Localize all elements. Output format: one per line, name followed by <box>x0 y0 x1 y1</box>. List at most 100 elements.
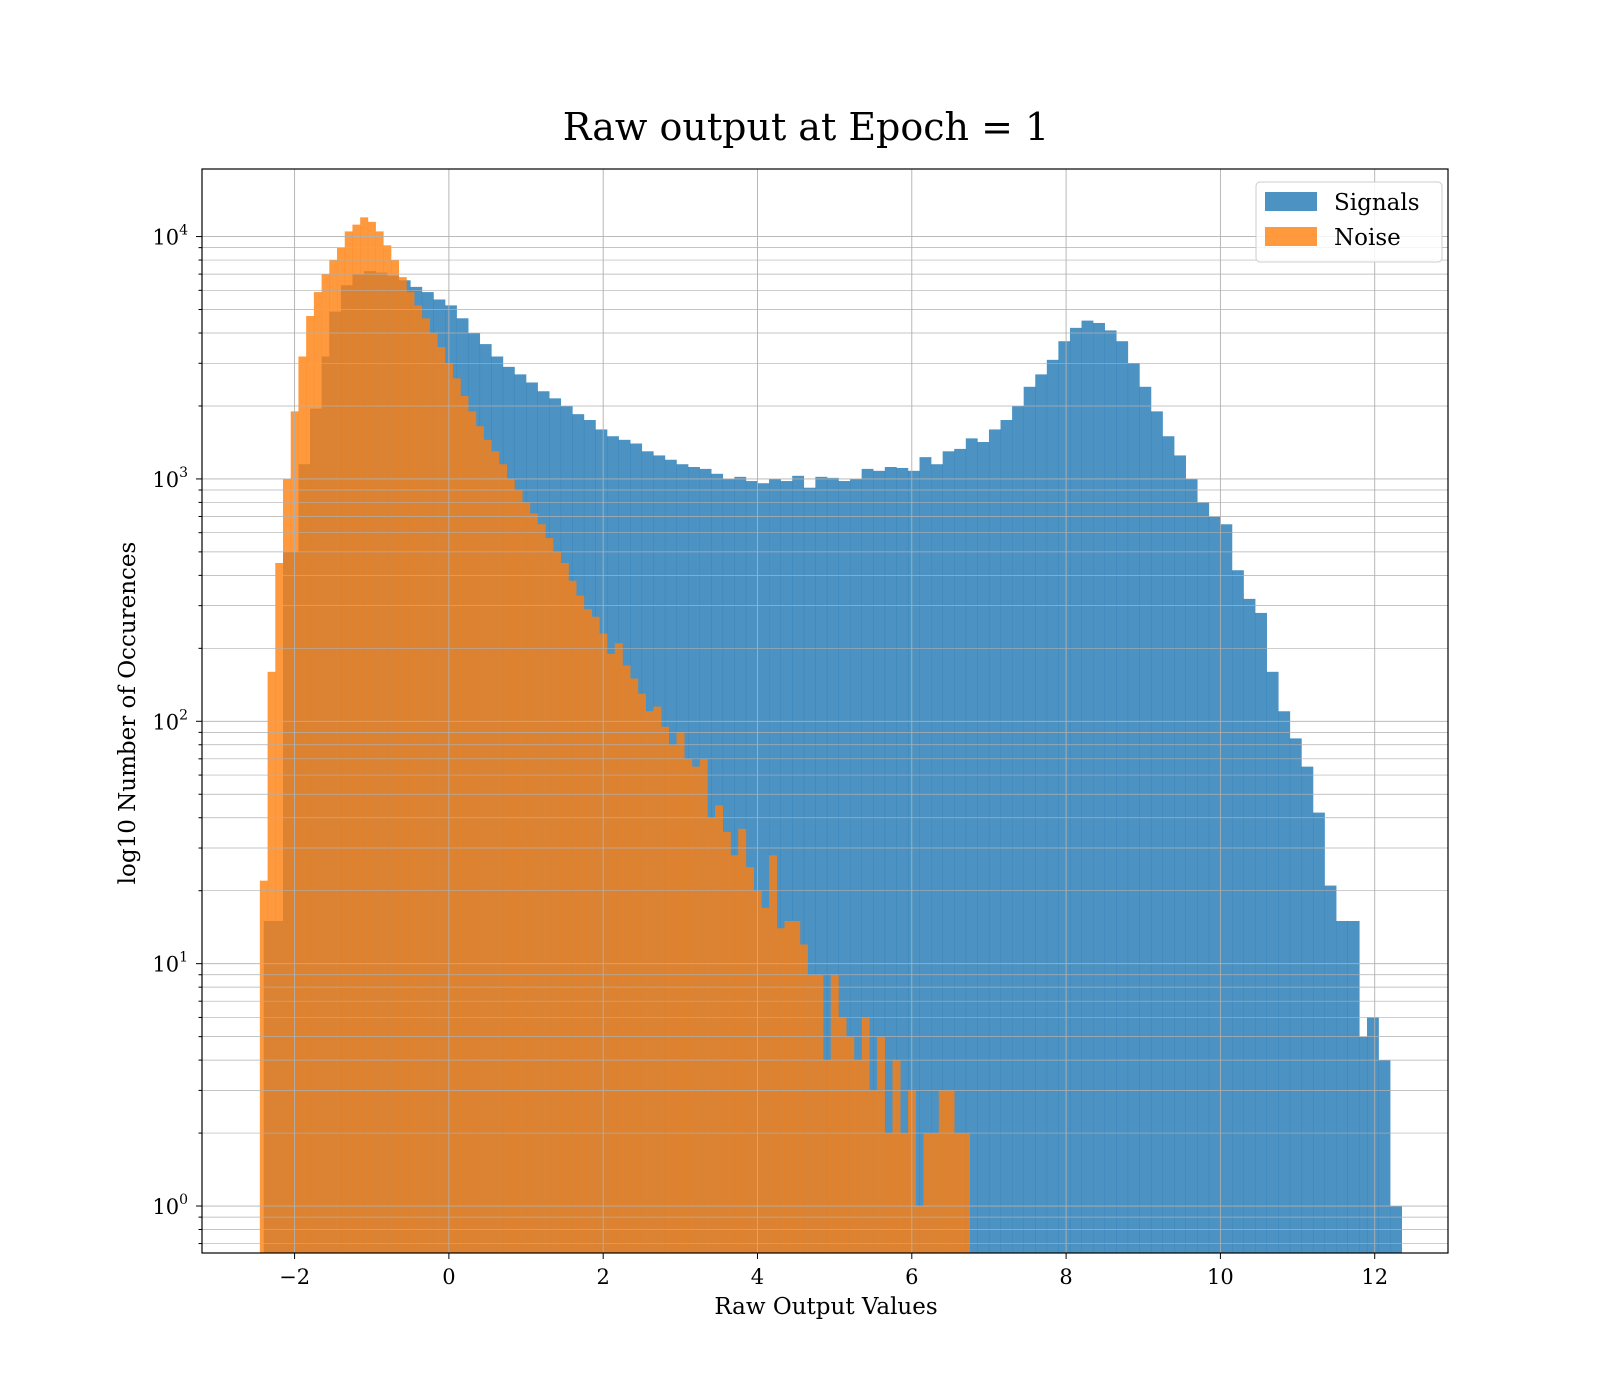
bar-noise <box>838 1017 847 1253</box>
bar-signals <box>1278 711 1291 1253</box>
bar-noise <box>421 318 430 1253</box>
x-tick-label: 2 <box>597 1265 610 1289</box>
bar-noise <box>367 221 376 1254</box>
bar-signals <box>1255 612 1267 1253</box>
y-axis: 100 101 102 103 104 <box>152 223 202 1245</box>
y-tick-label: 100 <box>152 1192 188 1219</box>
bar-signals <box>896 467 909 1253</box>
legend-label-noise: Noise <box>1334 225 1401 251</box>
bar-noise <box>815 974 824 1253</box>
bar-noise <box>437 347 446 1253</box>
bar-signals <box>1150 411 1163 1253</box>
bar-noise <box>452 378 461 1254</box>
bar-noise <box>707 817 716 1253</box>
bar-signals <box>826 477 839 1253</box>
bar-noise <box>846 1036 855 1253</box>
bar-signals <box>1266 671 1279 1253</box>
bar-signals <box>1197 502 1210 1253</box>
x-tick-label: 6 <box>905 1265 918 1289</box>
bar-signals <box>1185 478 1198 1253</box>
bar-noise <box>460 395 469 1253</box>
bar-noise <box>545 538 554 1253</box>
bar-noise <box>313 292 322 1254</box>
x-tick-label: 8 <box>1059 1265 1072 1289</box>
bar-signals <box>850 478 862 1253</box>
bar-noise <box>607 653 616 1253</box>
y-tick-label: 104 <box>152 223 188 250</box>
bar-noise <box>622 665 631 1253</box>
bar-noise <box>823 1060 832 1253</box>
bar-noise <box>583 609 592 1253</box>
bar-noise <box>630 678 639 1253</box>
x-axis-label: Raw Output Values <box>714 1294 937 1320</box>
plot-frame <box>201 168 1449 1254</box>
bar-signals <box>1012 405 1024 1254</box>
bar-noise <box>529 513 538 1253</box>
y-tick-label: 101 <box>152 950 188 977</box>
bar-noise <box>645 711 654 1253</box>
legend[interactable]: Signals Noise <box>1255 181 1443 263</box>
bar-signals <box>1312 812 1325 1253</box>
bar-signals <box>792 475 805 1253</box>
bar-signals <box>780 481 793 1253</box>
bar-noise <box>337 247 346 1253</box>
bar-signals <box>861 468 874 1253</box>
bar-noise <box>954 1133 963 1253</box>
bar-noise <box>329 260 338 1253</box>
bar-signals <box>838 481 851 1253</box>
bar-noise <box>275 562 284 1253</box>
y-axis-label: log10 Number of Occurences <box>115 542 141 885</box>
bar-noise <box>406 292 415 1254</box>
bar-signals <box>803 487 816 1253</box>
bar-noise <box>283 478 292 1253</box>
bar-signals <box>1139 386 1152 1253</box>
bar-noise <box>391 260 400 1253</box>
x-tick-label: 12 <box>1361 1265 1388 1289</box>
bar-signals <box>988 429 1001 1253</box>
bar-noise <box>676 732 685 1253</box>
bar-noise <box>537 524 546 1253</box>
plot-area <box>201 168 1449 1254</box>
bar-noise <box>738 828 747 1253</box>
bar-noise <box>475 426 484 1254</box>
bar-signals <box>745 481 758 1253</box>
bar-noise <box>468 411 477 1253</box>
bar-noise <box>637 693 646 1253</box>
bar-noise <box>352 224 361 1253</box>
bar-noise <box>784 920 793 1253</box>
bar-signals <box>965 438 978 1253</box>
x-axis: −2 0 2 4 6 8 10 12 <box>279 1253 1388 1289</box>
bar-noise <box>799 944 808 1253</box>
x-tick-label: −2 <box>279 1265 310 1289</box>
bar-noise <box>522 502 531 1253</box>
bar-signals <box>954 448 967 1253</box>
bar-noise <box>861 1017 870 1253</box>
bar-signals <box>1174 455 1186 1253</box>
bar-signals <box>1324 885 1337 1253</box>
bar-noise <box>414 305 423 1253</box>
bar-noise <box>321 274 330 1254</box>
bar-signals <box>1301 766 1314 1253</box>
x-tick-label: 0 <box>442 1265 455 1289</box>
bar-noise <box>259 880 268 1253</box>
bar-noise <box>938 1090 947 1253</box>
bar-noise <box>560 562 569 1253</box>
bar-noise <box>614 643 623 1253</box>
bar-noise <box>769 855 778 1253</box>
bar-noise <box>553 551 562 1253</box>
bar-noise <box>761 907 770 1253</box>
bar-noise <box>892 1060 901 1253</box>
bar-signals <box>977 442 990 1253</box>
y-tick-label: 103 <box>152 465 188 492</box>
bar-noise <box>691 766 700 1253</box>
bar-noise <box>722 831 731 1253</box>
bar-signals <box>907 470 920 1254</box>
bar-signals <box>1081 320 1094 1253</box>
bar-signals <box>919 457 932 1253</box>
bar-noise <box>661 726 670 1253</box>
bar-signals <box>1347 920 1360 1253</box>
bar-signals <box>1366 1017 1379 1253</box>
bar-noise <box>298 356 307 1253</box>
bar-signals <box>1289 738 1302 1253</box>
y-tick-label: 102 <box>152 707 188 734</box>
